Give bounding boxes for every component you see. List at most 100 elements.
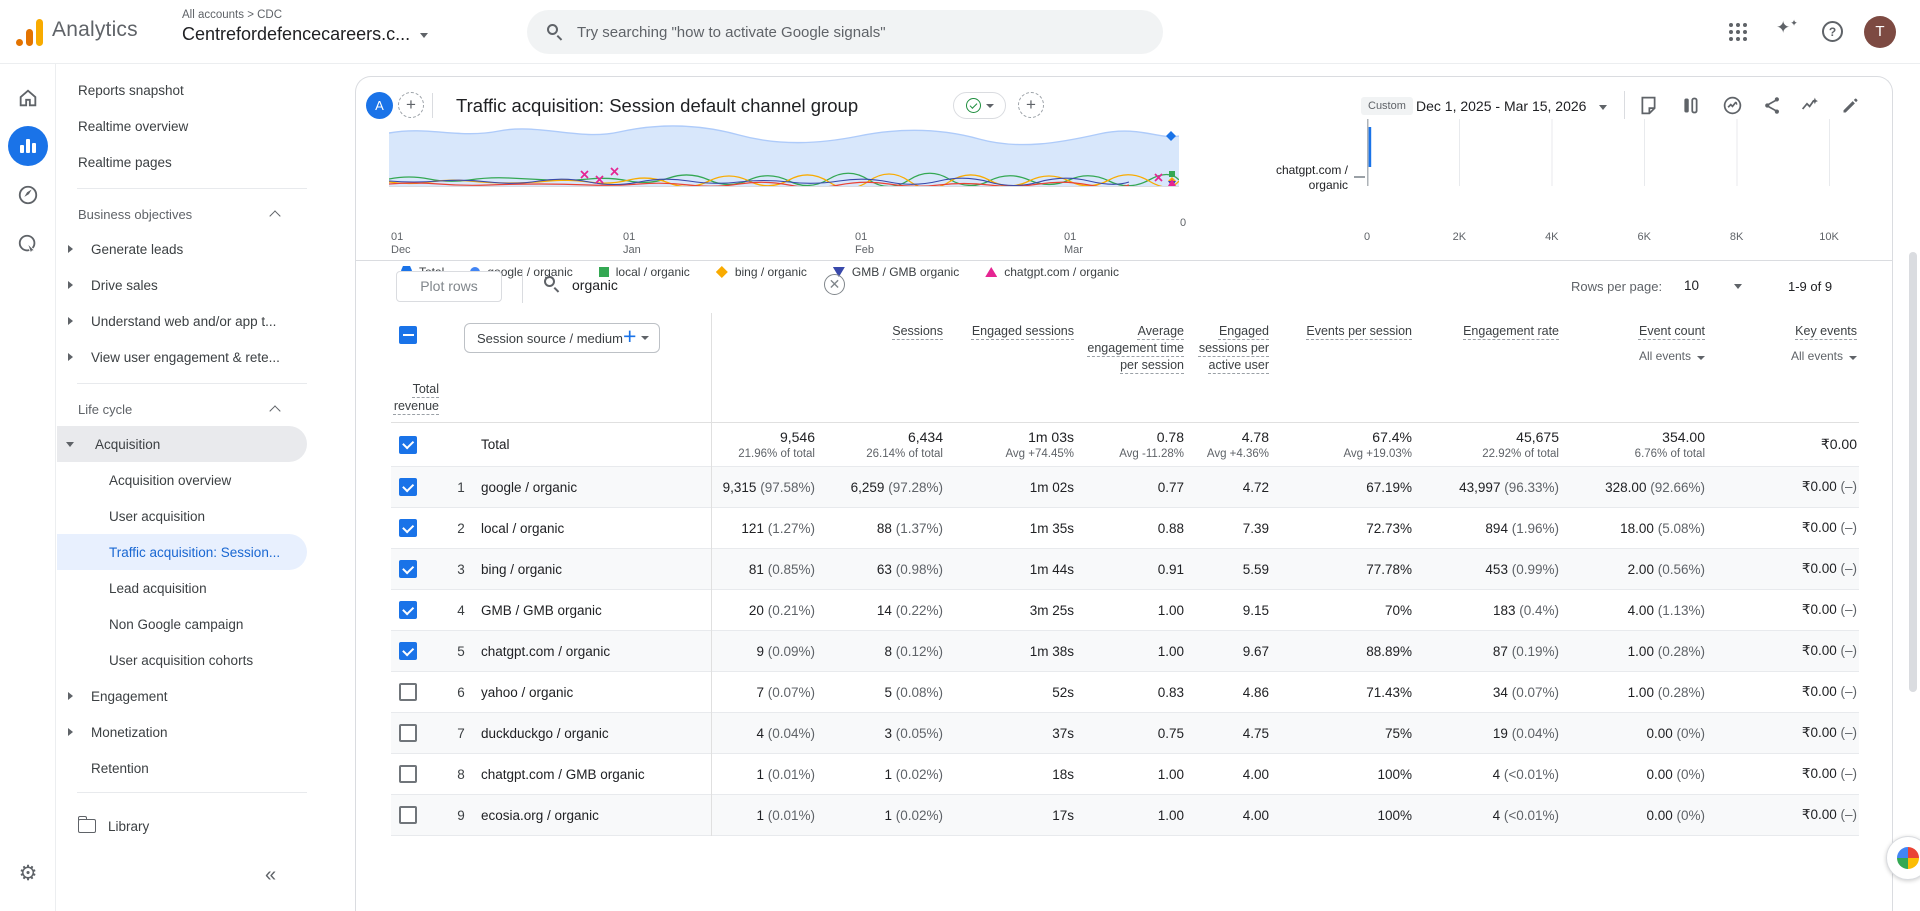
table-row[interactable]: 5chatgpt.com / organic9 (0.09%)8 (0.12%)… bbox=[391, 631, 1859, 672]
column-header[interactable]: Events per session bbox=[1271, 323, 1414, 340]
metric-cell: 87 (0.19%) bbox=[1414, 644, 1561, 659]
gemini-sparkle-icon[interactable]: ✦✦ bbox=[1776, 18, 1798, 38]
sidebar-item-monetization[interactable]: Monetization bbox=[57, 714, 307, 750]
sidebar-item-acquisition-overview[interactable]: Acquisition overview bbox=[57, 462, 307, 498]
share-icon[interactable] bbox=[1762, 95, 1784, 117]
report-saved-indicator[interactable] bbox=[953, 92, 1006, 119]
date-range-picker[interactable]: Dec 1, 2025 - Mar 15, 2026 bbox=[1416, 98, 1586, 114]
metric-cell: 4.72 bbox=[1186, 480, 1271, 495]
advertising-icon[interactable] bbox=[8, 224, 48, 264]
global-search-input[interactable]: Try searching "how to activate Google si… bbox=[527, 10, 1163, 54]
add-dimension-button[interactable]: + bbox=[623, 323, 636, 349]
row-rank: 3 bbox=[441, 562, 481, 577]
sidebar-item-acquisition[interactable]: Acquisition bbox=[57, 426, 307, 462]
sidebar-item-user-acquisition[interactable]: User acquisition bbox=[57, 498, 307, 534]
row-checkbox[interactable] bbox=[399, 519, 417, 537]
sidebar-item-realtime-pages[interactable]: Realtime pages bbox=[57, 144, 307, 180]
workspace-avatar[interactable]: A bbox=[366, 92, 393, 119]
column-header[interactable]: Sessions bbox=[817, 323, 945, 340]
collapse-sidebar-icon[interactable]: « bbox=[265, 864, 276, 887]
comparison-icon[interactable] bbox=[1680, 95, 1702, 117]
sidebar-item-traffic-acquisition-session[interactable]: Traffic acquisition: Session... bbox=[57, 534, 307, 570]
metric-cell: ₹0.00 (–) bbox=[1707, 684, 1859, 700]
table-row[interactable]: 1google / organic9,315 (97.58%)6,259 (97… bbox=[391, 467, 1859, 508]
row-checkbox[interactable] bbox=[399, 642, 417, 660]
column-header[interactable]: Event countAll events bbox=[1561, 323, 1707, 365]
select-all-checkbox[interactable] bbox=[399, 326, 417, 344]
metric-cell: 4.00 (1.13%) bbox=[1561, 603, 1707, 618]
sidebar-item-understand-web-and-or-app-t[interactable]: Understand web and/or app t... bbox=[57, 303, 307, 339]
table-row[interactable]: 8chatgpt.com / GMB organic1 (0.01%)1 (0.… bbox=[391, 754, 1859, 795]
vertical-scrollbar[interactable] bbox=[1909, 252, 1917, 692]
sidebar-item-lead-acquisition[interactable]: Lead acquisition bbox=[57, 570, 307, 606]
sidebar-divider bbox=[77, 792, 307, 793]
metric-cell: 3 (0.05%) bbox=[817, 726, 945, 741]
column-header[interactable]: Engaged sessions per active user bbox=[1186, 323, 1271, 374]
column-header[interactable]: Engaged sessions bbox=[945, 323, 1076, 340]
sidebar-item-library[interactable]: Library bbox=[57, 808, 307, 844]
row-checkbox[interactable] bbox=[399, 724, 417, 742]
row-checkbox[interactable] bbox=[399, 478, 417, 496]
total-cell: 6,43426.14% of total bbox=[817, 429, 945, 460]
sidebar-item-generate-leads[interactable]: Generate leads bbox=[57, 231, 307, 267]
sidebar-item-engagement[interactable]: Engagement bbox=[57, 678, 307, 714]
table-row[interactable]: 4GMB / GMB organic20 (0.21%)14 (0.22%)3m… bbox=[391, 590, 1859, 631]
row-checkbox[interactable] bbox=[399, 601, 417, 619]
product-name: Analytics bbox=[52, 18, 138, 42]
sidebar-item-user-acquisition-cohorts[interactable]: User acquisition cohorts bbox=[57, 642, 307, 678]
sidebar-item-realtime-overview[interactable]: Realtime overview bbox=[57, 108, 307, 144]
home-icon[interactable] bbox=[8, 78, 48, 118]
explore-icon[interactable] bbox=[8, 175, 48, 215]
sidebar-item-drive-sales[interactable]: Drive sales bbox=[57, 267, 307, 303]
metric-cell: 72.73% bbox=[1271, 521, 1414, 536]
property-selector[interactable]: All accounts > CDC Centrefordefencecaree… bbox=[182, 9, 428, 45]
column-header[interactable]: Engagement rate bbox=[1414, 323, 1561, 340]
table-row[interactable]: 9ecosia.org / organic1 (0.01%)1 (0.02%)1… bbox=[391, 795, 1859, 836]
total-row-checkbox[interactable] bbox=[399, 436, 417, 454]
tick-mark bbox=[1354, 176, 1365, 178]
table-row[interactable]: 7duckduckgo / organic4 (0.04%)3 (0.05%)3… bbox=[391, 713, 1859, 754]
notes-icon[interactable] bbox=[1638, 95, 1660, 117]
plot-rows-button[interactable]: Plot rows bbox=[396, 271, 502, 302]
row-checkbox[interactable] bbox=[399, 683, 417, 701]
help-icon[interactable]: ? bbox=[1822, 21, 1843, 42]
sidebar-section-business-objectives[interactable]: Business objectives bbox=[57, 197, 307, 231]
sidebar-section-life-cycle[interactable]: Life cycle bbox=[57, 392, 307, 426]
table-search-input[interactable]: organic bbox=[572, 277, 618, 293]
google-apps-icon[interactable] bbox=[1729, 23, 1747, 41]
column-header[interactable]: Key eventsAll events bbox=[1707, 323, 1859, 365]
sidebar-item-retention[interactable]: Retention bbox=[57, 750, 307, 786]
property-name[interactable]: Centrefordefencecareers.c... bbox=[182, 24, 428, 45]
row-checkbox[interactable] bbox=[399, 765, 417, 783]
table-row[interactable]: 6yahoo / organic7 (0.07%)5 (0.08%)52s0.8… bbox=[391, 672, 1859, 713]
sidebar-item-reports-snapshot[interactable]: Reports snapshot bbox=[57, 72, 307, 108]
sessions-bar-chart[interactable] bbox=[1367, 119, 1831, 187]
expand-arrow-icon bbox=[68, 317, 73, 325]
row-source-medium: chatgpt.com / organic bbox=[481, 644, 711, 659]
row-checkbox[interactable] bbox=[399, 560, 417, 578]
row-checkbox[interactable] bbox=[399, 806, 417, 824]
metric-cell: 453 (0.99%) bbox=[1414, 562, 1561, 577]
chevron-down-icon[interactable] bbox=[1734, 284, 1742, 289]
column-header[interactable]: Total revenue bbox=[391, 381, 441, 415]
table-row[interactable]: 3bing / organic81 (0.85%)63 (0.98%)1m 44… bbox=[391, 549, 1859, 590]
column-header[interactable]: Average engagement time per session bbox=[1076, 323, 1186, 374]
sessions-timeseries-chart[interactable] bbox=[389, 117, 1179, 187]
account-avatar[interactable]: T bbox=[1864, 16, 1896, 48]
add-workspace-button[interactable]: + bbox=[398, 92, 424, 118]
sidebar-item-non-google-campaign[interactable]: Non Google campaign bbox=[57, 606, 307, 642]
rows-per-page-select[interactable]: 10 bbox=[1684, 278, 1699, 293]
metric-cell: 7.39 bbox=[1186, 521, 1271, 536]
sidebar-divider bbox=[77, 383, 307, 384]
edit-pencil-icon[interactable] bbox=[1840, 95, 1862, 117]
sidebar-item-view-user-engagement-rete[interactable]: View user engagement & rete... bbox=[57, 339, 307, 375]
table-row[interactable]: 2local / organic121 (1.27%)88 (1.37%)1m … bbox=[391, 508, 1859, 549]
create-insight-icon[interactable] bbox=[1800, 95, 1822, 117]
chevron-down-icon[interactable] bbox=[1599, 105, 1607, 110]
clear-search-icon[interactable]: ✕ bbox=[824, 274, 845, 295]
add-report-tab-button[interactable]: + bbox=[1018, 92, 1044, 118]
insights-icon[interactable] bbox=[1722, 95, 1744, 117]
admin-gear-icon[interactable]: ⚙ bbox=[10, 856, 46, 892]
metric-cell: ₹0.00 (–) bbox=[1707, 479, 1859, 495]
reports-icon[interactable] bbox=[8, 126, 48, 166]
